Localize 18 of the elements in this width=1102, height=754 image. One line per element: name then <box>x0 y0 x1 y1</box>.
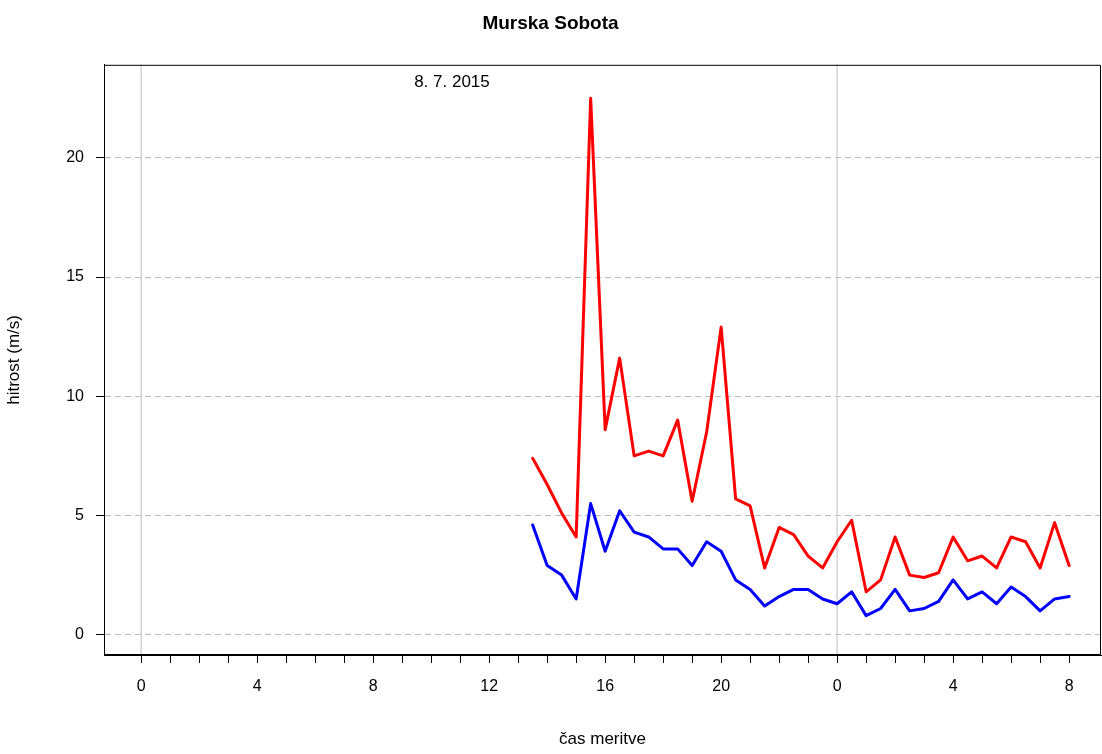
x-tick-label: 4 <box>948 677 958 695</box>
y-axis-title: hitrost (m/s) <box>3 315 23 405</box>
chart-title: Murska Sobota <box>482 11 620 33</box>
x-tick-label: 0 <box>832 677 842 695</box>
x-tick-label: 16 <box>596 677 615 695</box>
annotation: 8. 7. 2015 <box>414 72 490 92</box>
x-tick-label: 12 <box>480 677 499 695</box>
y-tick-label: 15 <box>66 267 85 285</box>
x-tick-label: 8 <box>1064 677 1074 695</box>
y-tick-label: 10 <box>66 386 85 404</box>
x-axis-title: čas meritve <box>559 729 646 749</box>
x-tick-label: 0 <box>136 677 146 695</box>
y-tick-label: 20 <box>66 148 85 166</box>
x-tick-label: 8 <box>368 677 378 695</box>
x-tick-label: 4 <box>252 677 262 695</box>
y-tick-label: 5 <box>75 505 85 523</box>
x-tick-label: 20 <box>712 677 731 695</box>
y-tick-label: 0 <box>75 625 85 643</box>
